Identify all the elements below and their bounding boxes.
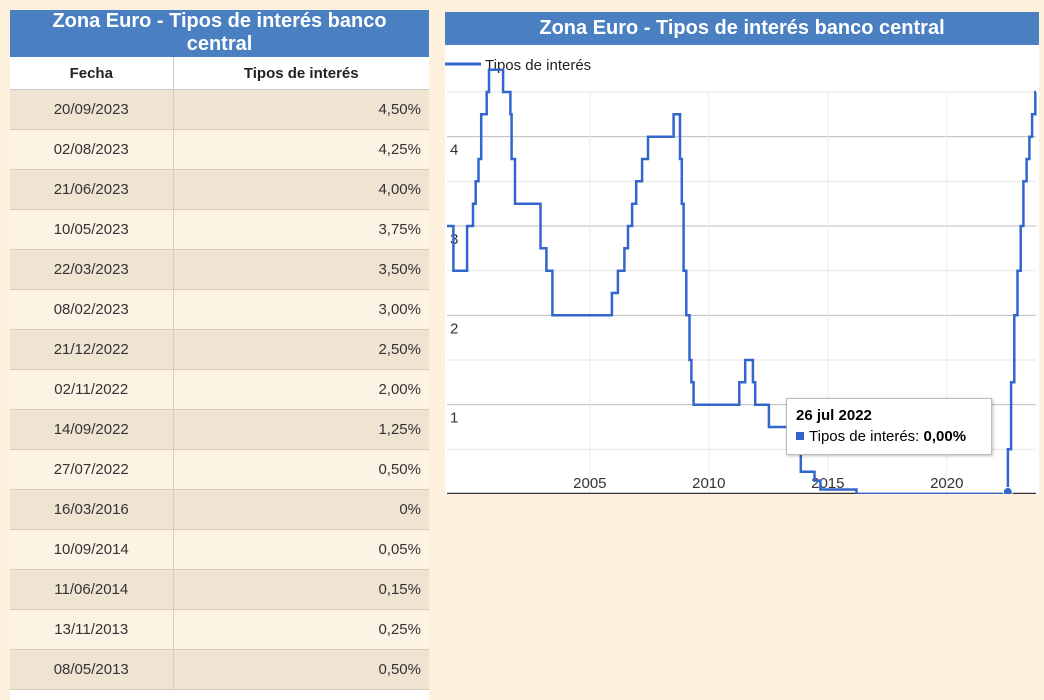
table-row: 14/09/2022 1,25% [10, 409, 429, 450]
x-tick-label: 2005 [573, 475, 606, 492]
cell-rate: 0,50% [173, 449, 429, 490]
chart-panel: Zona Euro - Tipos de interés banco centr… [445, 12, 1039, 494]
table-row: 11/06/2014 0,15% [10, 569, 429, 610]
cell-rate: 3,50% [173, 249, 429, 290]
cell-date: 14/09/2022 [10, 409, 174, 450]
cell-rate: 1,25% [173, 409, 429, 450]
x-tick-label: 2010 [692, 475, 725, 492]
tooltip-label: Tipos de interés: [809, 428, 920, 445]
table-row: 10/05/2023 3,75% [10, 209, 429, 250]
table-row: 08/02/2023 3,00% [10, 289, 429, 330]
rates-table: Fecha Tipos de interés 20/09/2023 4,50% 0… [10, 57, 429, 690]
cell-rate: 0,15% [173, 569, 429, 610]
table-row: 20/09/2023 4,50% [10, 89, 429, 130]
table-title: Zona Euro - Tipos de interés banco centr… [10, 10, 429, 57]
cell-date: 13/11/2013 [10, 609, 174, 650]
cell-date: 10/05/2023 [10, 209, 174, 250]
cell-rate: 4,00% [173, 169, 429, 210]
cell-date: 02/08/2023 [10, 129, 174, 170]
series-line[interactable] [447, 68, 1037, 494]
cell-rate: 4,25% [173, 129, 429, 170]
chart-tooltip: 26 jul 2022 Tipos de interés: 0,00% [786, 398, 992, 455]
column-header-date[interactable]: Fecha [10, 57, 174, 90]
table-row: 27/07/2022 0,50% [10, 449, 429, 490]
table-row: 16/03/2016 0% [10, 489, 429, 530]
table-row: 02/11/2022 2,00% [10, 369, 429, 410]
cell-rate: 0% [173, 489, 429, 530]
tooltip-date: 26 jul 2022 [796, 407, 872, 424]
tooltip-value: 0,00% [923, 428, 967, 445]
table-row: 21/06/2023 4,00% [10, 169, 429, 210]
rates-table-panel: Zona Euro - Tipos de interés banco centr… [10, 10, 429, 700]
table-row: 08/05/2013 0,50% [10, 649, 429, 690]
table-row: 02/08/2023 4,25% [10, 129, 429, 170]
cell-date: 21/06/2023 [10, 169, 174, 210]
column-header-rate[interactable]: Tipos de interés [173, 57, 429, 90]
table-row: 10/09/2014 0,05% [10, 529, 429, 570]
cell-date: 02/11/2022 [10, 369, 174, 410]
cell-date: 08/02/2023 [10, 289, 174, 330]
table-row: 21/12/2022 2,50% [10, 329, 429, 370]
cell-rate: 0,05% [173, 529, 429, 570]
table-row: 22/03/2023 3,50% [10, 249, 429, 290]
cell-date: 11/06/2014 [10, 569, 174, 610]
cell-rate: 4,50% [173, 89, 429, 130]
hover-point[interactable] [1002, 487, 1013, 495]
chart-title: Zona Euro - Tipos de interés banco centr… [445, 12, 1039, 45]
cell-date: 22/03/2023 [10, 249, 174, 290]
cell-rate: 3,00% [173, 289, 429, 330]
y-tick-label: 1 [450, 410, 458, 427]
legend-label[interactable]: Tipos de interés [485, 57, 591, 74]
cell-date: 20/09/2023 [10, 89, 174, 130]
table-header-row: Fecha Tipos de interés [10, 57, 429, 90]
cell-date: 08/05/2013 [10, 649, 174, 690]
cell-date: 16/03/2016 [10, 489, 174, 530]
cell-rate: 0,25% [173, 609, 429, 650]
tooltip-row: Tipos de interés: 0,00% [796, 428, 991, 445]
cell-rate: 2,00% [173, 369, 429, 410]
table-row: 13/11/2013 0,25% [10, 609, 429, 650]
cell-date: 27/07/2022 [10, 449, 174, 490]
x-tick-label: 2020 [930, 475, 963, 492]
cell-date: 21/12/2022 [10, 329, 174, 370]
cell-rate: 3,75% [173, 209, 429, 250]
y-tick-label: 2 [450, 320, 458, 337]
cell-rate: 0,50% [173, 649, 429, 690]
y-tick-label: 4 [450, 142, 458, 159]
cell-date: 10/09/2014 [10, 529, 174, 570]
tooltip-swatch [796, 432, 804, 440]
cell-rate: 2,50% [173, 329, 429, 370]
